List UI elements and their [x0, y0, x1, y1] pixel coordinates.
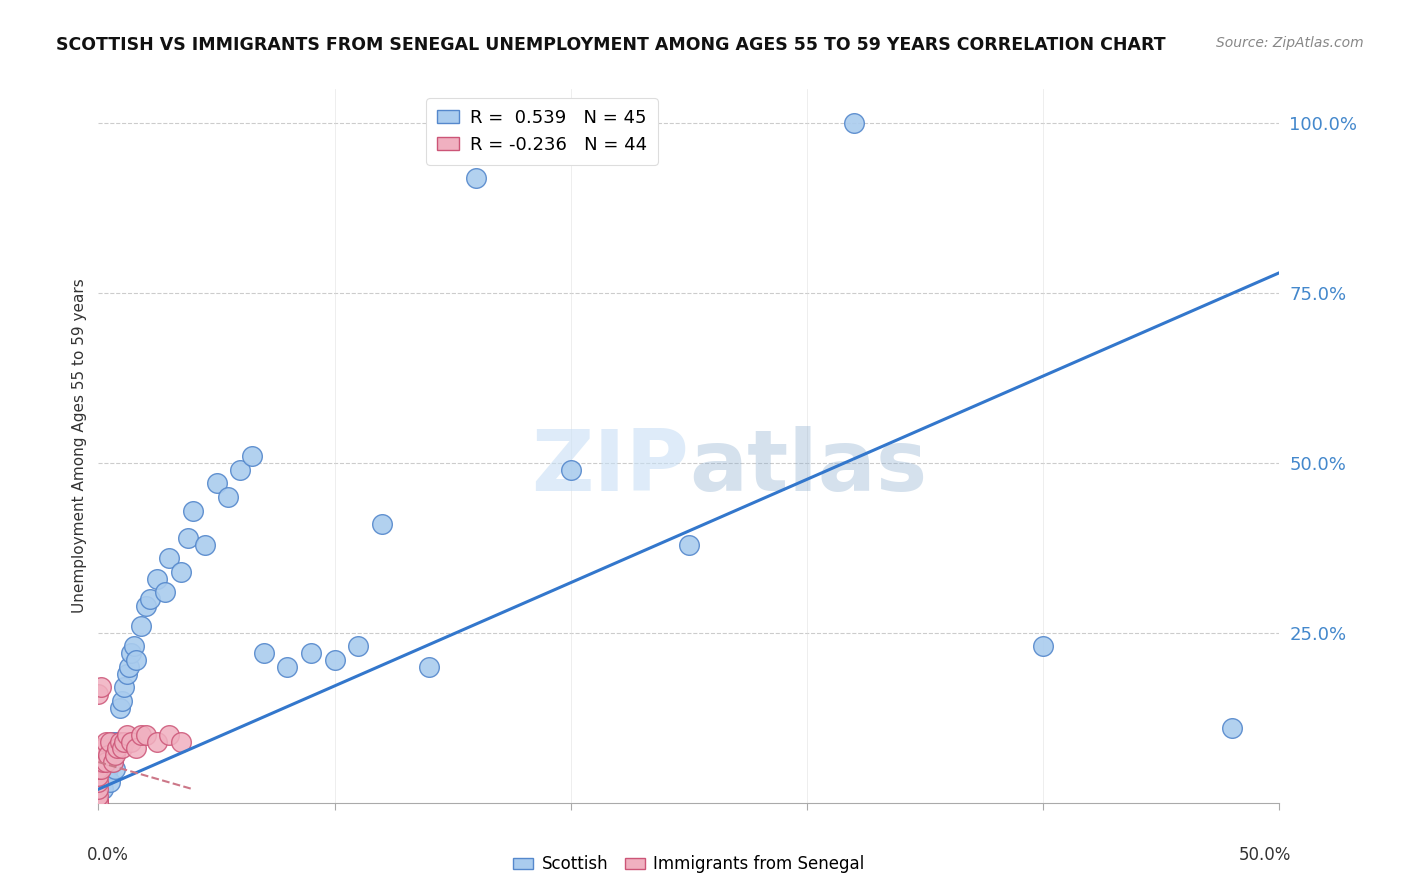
Point — [217, 490, 239, 504]
Point — [87, 796, 110, 810]
Point — [104, 748, 127, 763]
Point — [87, 796, 110, 810]
Point — [87, 796, 110, 810]
Point — [87, 796, 110, 810]
Point — [157, 728, 180, 742]
Point — [1032, 640, 1054, 654]
Point — [105, 741, 128, 756]
Text: ZIP: ZIP — [531, 425, 689, 509]
Point — [105, 734, 128, 748]
Text: Source: ZipAtlas.com: Source: ZipAtlas.com — [1216, 36, 1364, 50]
Point — [135, 599, 157, 613]
Point — [111, 741, 134, 756]
Point — [91, 782, 114, 797]
Point — [118, 660, 141, 674]
Point — [87, 789, 110, 803]
Point — [94, 755, 117, 769]
Point — [101, 755, 124, 769]
Point — [87, 775, 110, 789]
Text: 0.0%: 0.0% — [87, 846, 128, 863]
Point — [91, 755, 114, 769]
Point — [122, 640, 145, 654]
Text: 50.0%: 50.0% — [1239, 846, 1291, 863]
Point — [194, 537, 217, 551]
Point — [98, 775, 121, 789]
Point — [87, 796, 110, 810]
Point — [323, 653, 346, 667]
Point — [104, 762, 127, 776]
Text: SCOTTISH VS IMMIGRANTS FROM SENEGAL UNEMPLOYMENT AMONG AGES 55 TO 59 YEARS CORRE: SCOTTISH VS IMMIGRANTS FROM SENEGAL UNEM… — [56, 36, 1166, 54]
Point — [94, 734, 117, 748]
Point — [678, 537, 700, 551]
Point — [205, 476, 228, 491]
Point — [87, 769, 110, 783]
Point — [112, 680, 135, 694]
Point — [97, 748, 120, 763]
Point — [125, 741, 148, 756]
Point — [170, 565, 193, 579]
Point — [87, 796, 110, 810]
Point — [157, 551, 180, 566]
Point — [129, 619, 152, 633]
Point — [465, 170, 488, 185]
Point — [98, 734, 121, 748]
Point — [87, 755, 110, 769]
Point — [98, 748, 121, 763]
Point — [240, 449, 263, 463]
Text: atlas: atlas — [689, 425, 927, 509]
Point — [170, 734, 193, 748]
Point — [108, 700, 131, 714]
Point — [844, 116, 866, 130]
Point — [371, 517, 394, 532]
Point — [87, 796, 110, 810]
Point — [87, 782, 110, 797]
Point — [125, 653, 148, 667]
Point — [101, 755, 124, 769]
Point — [1220, 721, 1243, 735]
Point — [115, 728, 138, 742]
Point — [347, 640, 370, 654]
Point — [112, 734, 135, 748]
Point — [94, 755, 117, 769]
Point — [139, 591, 162, 606]
Point — [121, 734, 143, 748]
Point — [87, 741, 110, 756]
Point — [111, 694, 134, 708]
Point — [115, 666, 138, 681]
Point — [87, 762, 110, 776]
Point — [87, 796, 110, 810]
Legend: Scottish, Immigrants from Senegal: Scottish, Immigrants from Senegal — [506, 849, 872, 880]
Point — [87, 796, 110, 810]
Point — [135, 728, 157, 742]
Point — [181, 503, 204, 517]
Point — [87, 796, 110, 810]
Point — [94, 769, 117, 783]
Y-axis label: Unemployment Among Ages 55 to 59 years: Unemployment Among Ages 55 to 59 years — [72, 278, 87, 614]
Point — [229, 463, 252, 477]
Point — [108, 734, 131, 748]
Point — [87, 796, 110, 810]
Point — [97, 762, 120, 776]
Point — [146, 734, 169, 748]
Point — [87, 796, 110, 810]
Point — [101, 734, 124, 748]
Point — [87, 687, 110, 701]
Point — [121, 646, 143, 660]
Point — [418, 660, 440, 674]
Point — [90, 762, 112, 776]
Point — [560, 463, 582, 477]
Point — [129, 728, 152, 742]
Point — [299, 646, 322, 660]
Point — [253, 646, 276, 660]
Point — [276, 660, 298, 674]
Point — [87, 796, 110, 810]
Point — [146, 572, 169, 586]
Point — [87, 796, 110, 810]
Point — [153, 585, 176, 599]
Point — [177, 531, 200, 545]
Point — [90, 680, 112, 694]
Point — [91, 741, 114, 756]
